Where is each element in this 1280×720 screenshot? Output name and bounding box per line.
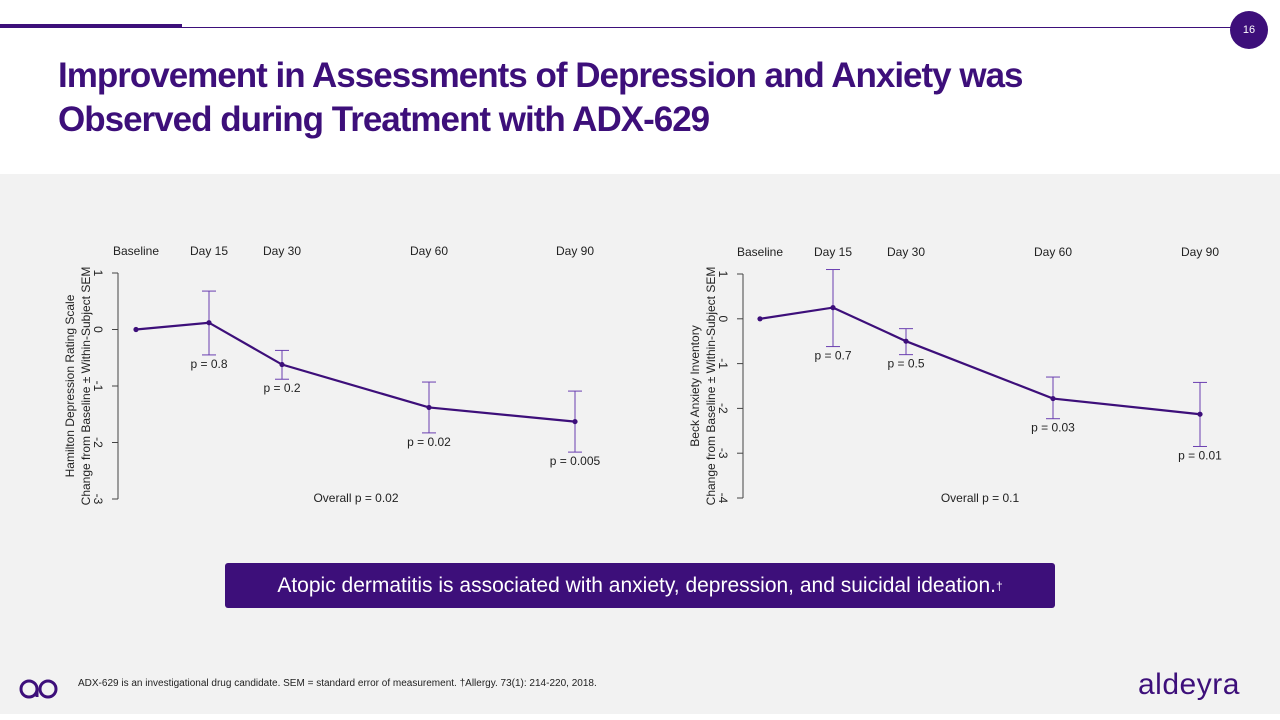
p-value-label: p = 0.5 [887,357,924,371]
p-value-label: p = 0.03 [1031,421,1075,435]
category-label: Day 30 [263,244,301,258]
footnote: ADX-629 is an investigational drug candi… [78,678,597,689]
y-axis-title-line-1: Hamilton Depression Rating Scale [63,294,77,477]
p-value-label: p = 0.8 [190,357,227,371]
y-tick-label: -3 [91,494,105,505]
data-point [757,316,763,322]
category-label: Day 90 [1181,245,1219,259]
category-label: Day 60 [1034,245,1072,259]
data-point [133,326,139,333]
series-line [135,321,576,423]
category-label: Baseline [113,244,159,258]
content-panel [0,174,1280,714]
y-tick-label: -3 [716,448,730,459]
p-value-label: p = 0.7 [814,349,851,363]
y-axis-title-line-2: Change from Baseline ± Within-Subject SE… [79,267,93,506]
data-point [572,418,578,425]
slide-title-line-2: Observed during Treatment with ADX-629 [58,100,710,139]
p-value-label: p = 0.01 [1178,448,1222,462]
category-label: Day 15 [190,244,228,258]
callout-text: Atopic dermatitis is associated with anx… [277,573,996,597]
p-value-label: p = 0.02 [407,435,451,449]
y-tick-label: 1 [91,270,105,277]
category-label: Day 60 [410,244,448,258]
category-label: Day 90 [556,244,594,258]
category-label: Day 15 [814,245,852,259]
callout-dagger: † [995,578,1003,593]
data-point [1050,395,1056,402]
aldeyra-logo: aldeyra [1138,668,1240,701]
overall-p-value: Overall p = 0.02 [313,491,398,505]
data-point [206,320,212,326]
slide-title: Improvement in Assessments of Depression… [58,54,1208,142]
data-point [830,305,836,311]
depression-chart: 1 0 -1 -2 -3 Hamilton Depression Rating Scale… [63,244,601,506]
y-tick-label: -2 [716,403,730,414]
p-value-label: p = 0.2 [263,381,300,395]
overall-p-value: Overall p = 0.1 [941,491,1020,505]
y-tick-label: -1 [716,358,730,369]
y-tick-label: -2 [91,437,105,448]
data-point [903,338,909,344]
aldeyra-mark-icon [19,679,58,699]
anxiety-chart: 1 0 -1 -2 -3 -4 Beck Anxiety Inventory Change f… [688,245,1222,506]
y-tick-label: 0 [91,326,105,333]
data-point [1197,411,1203,417]
data-point [426,404,432,411]
y-axis-title-line-2: Change from Baseline ± Within-Subject SE… [704,267,718,506]
y-tick-label: -1 [91,381,105,392]
p-value-label: p = 0.005 [550,454,601,468]
callout-box: Atopic dermatitis is associated with anx… [225,563,1055,608]
header-rule [182,27,1232,28]
page-number-badge: 16 [1230,11,1268,49]
y-axis-title-line-1: Beck Anxiety Inventory [688,325,702,446]
slide-title-line-1: Improvement in Assessments of Depression… [58,56,1024,95]
header-accent-bar [0,24,182,28]
data-point [279,361,285,368]
category-label: Day 30 [887,245,925,259]
category-label: Baseline [737,245,783,259]
y-tick-label: 1 [716,271,730,278]
y-tick-label: 0 [716,315,730,322]
y-tick-label: -4 [716,493,730,504]
